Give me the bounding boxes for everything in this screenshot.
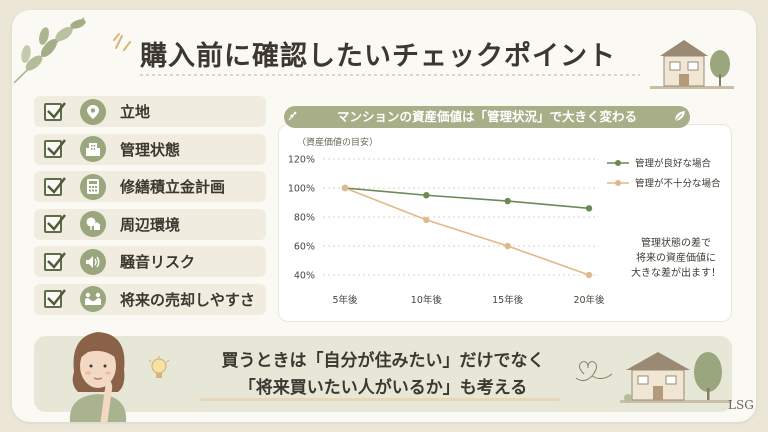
- checkbox-checked: [44, 289, 66, 308]
- chart-panel: （資産価値の目安） 40% 60% 80% 100% 120% 5年後 10年後 15年後 20年…: [278, 124, 732, 322]
- checkbox-checked: [44, 139, 66, 158]
- series-line-poor: [344, 187, 590, 276]
- data-point: [504, 197, 511, 205]
- y-axis-label: （資産価値の目安）: [297, 136, 378, 148]
- legend-marker: [615, 180, 621, 186]
- annotation-line: 大きな差が出ます！: [631, 268, 721, 279]
- y-tick-label: 120%: [288, 155, 315, 166]
- annotation-line: 管理状態の差で: [641, 238, 711, 249]
- checkbox-checked: [44, 214, 66, 233]
- x-tick-label: 15年後: [492, 294, 524, 306]
- checklist-label: 将来の売却しやすさ: [120, 290, 255, 309]
- data-point: [585, 205, 593, 212]
- woman-thinking-illustration: [69, 332, 127, 422]
- data-point: [423, 192, 430, 199]
- slogan-highlight: [200, 398, 560, 401]
- y-tick-label: 100%: [288, 184, 315, 195]
- sprig-icon: [288, 111, 297, 121]
- y-tick-label: 60%: [294, 242, 315, 253]
- checkbox-checked: [44, 251, 66, 271]
- series-line-good: [344, 187, 590, 210]
- handshake-icon: [80, 286, 106, 312]
- checklist-item-repair-fund: 修繕積立金計画: [34, 171, 266, 202]
- line-chart: （資産価値の目安） 40% 60% 80% 100% 120% 5年後 10年後 15年後 20年…: [288, 136, 721, 306]
- lightbulb-icon: [148, 356, 170, 378]
- building-icon: [80, 136, 106, 162]
- title-underline: [140, 74, 640, 76]
- x-tick-label: 5年後: [332, 294, 358, 306]
- data-point: [585, 271, 593, 279]
- sparkle-icon: [113, 33, 131, 51]
- legend-label: 管理が不十分な場合: [635, 178, 721, 190]
- checklist-item-location: 立地: [34, 96, 266, 127]
- speaker-icon: [80, 248, 106, 275]
- checklist-label: 騒音リスク: [120, 253, 196, 271]
- house-icon: [650, 40, 734, 89]
- park-icon: [80, 211, 106, 237]
- checklist-label: 管理状態: [120, 140, 181, 159]
- y-tick-label: 80%: [294, 213, 315, 224]
- annotation-line: 将来の資産価値に: [636, 253, 716, 264]
- checkbox-checked: [44, 101, 66, 121]
- checklist-item-resale: 将来の売却しやすさ: [34, 283, 266, 315]
- brand-logo: LSG: [728, 398, 754, 412]
- checkbox-checked: [44, 176, 66, 196]
- checklist: 立地 管理状態 修繕積立金計画 周辺環境 騒音リスク 将来の売却しやすさ: [34, 96, 266, 321]
- data-point: [423, 216, 430, 224]
- heart-doodle-icon: [575, 361, 613, 382]
- slogan-line-2: 「将来買いたい人がいるか」も考える: [238, 378, 528, 398]
- checklist-label: 立地: [120, 103, 151, 121]
- x-tick-label: 20年後: [573, 294, 605, 306]
- checklist-item-noise: 騒音リスク: [34, 246, 266, 277]
- x-tick-label: 10年後: [411, 294, 443, 306]
- slogan-line-1: 買うときは「自分が住みたい」だけでなく: [221, 351, 545, 371]
- checklist-item-management: 管理状態: [34, 133, 266, 165]
- chart-title-banner: マンションの資産価値は「管理状況」で大きく変わる: [284, 106, 690, 128]
- calculator-icon: [80, 173, 106, 200]
- data-point: [504, 242, 511, 250]
- leaf-branch-icon: [13, 17, 86, 84]
- location-pin-icon: [80, 98, 106, 125]
- house-with-tree-icon: [620, 352, 730, 403]
- checklist-item-surroundings: 周辺環境: [34, 208, 266, 240]
- page-title: 購入前に確認したいチェックポイント: [140, 41, 616, 72]
- data-point: [341, 184, 349, 192]
- chart-annotation: 管理状態の差で 将来の資産価値に 大きな差が出ます！: [620, 236, 732, 281]
- legend-marker: [615, 160, 621, 166]
- checklist-label: 周辺環境: [120, 215, 181, 234]
- legend-label: 管理が良好な場合: [635, 158, 712, 170]
- checklist-label: 修繕積立金計画: [120, 178, 226, 196]
- leaf-icon: [674, 111, 685, 122]
- y-tick-label: 40%: [294, 271, 315, 282]
